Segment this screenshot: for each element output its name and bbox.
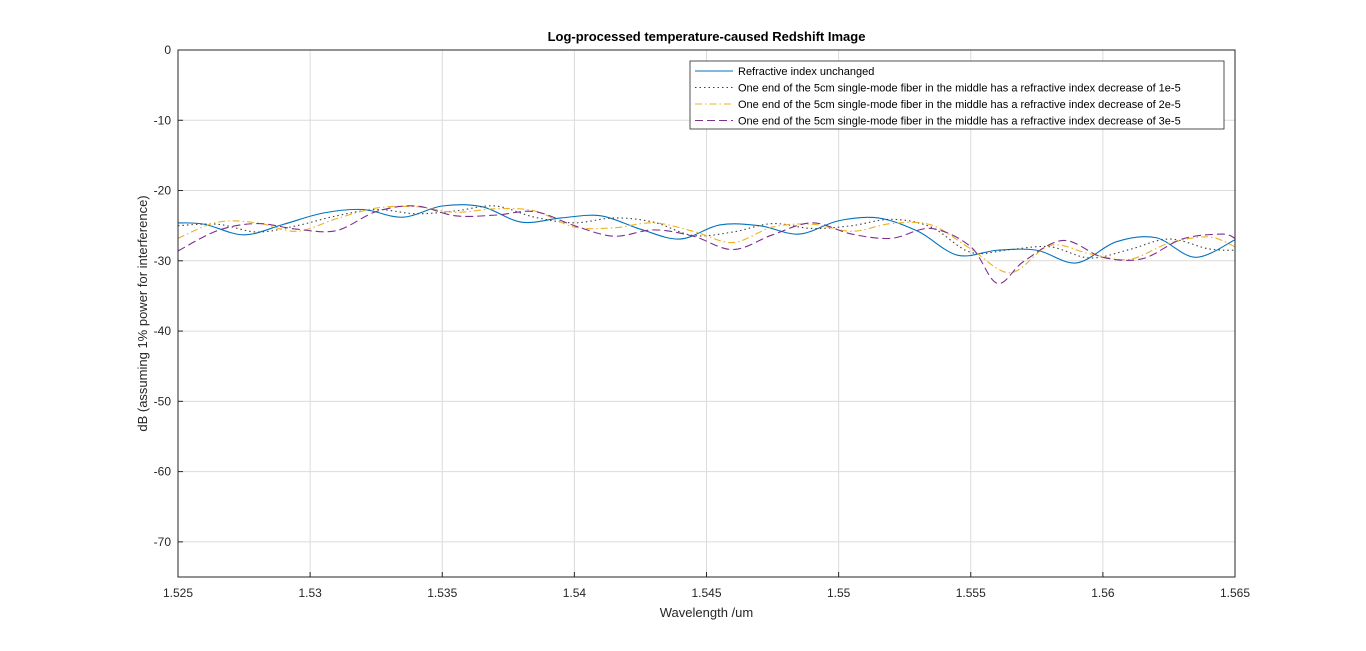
legend-box xyxy=(689,60,1225,130)
x-tick-label: 1.535 xyxy=(427,586,457,600)
y-tick-label: 0 xyxy=(164,43,171,57)
y-axis-label: dB (assuming 1% power for interference) xyxy=(135,195,150,431)
legend-label-2: One end of the 5cm single-mode fiber in … xyxy=(738,83,1181,95)
x-tick-label: 1.565 xyxy=(1220,586,1250,600)
y-tick-label: -50 xyxy=(154,394,172,408)
axis-ticks: 1.525 1.53 1.535 1.54 1.545 1.55 1.555 1.56 1.56… xyxy=(154,43,1251,600)
legend-label-1: Refractive index unchanged xyxy=(738,66,874,78)
y-tick-label: -20 xyxy=(154,184,172,198)
x-tick-label: 1.55 xyxy=(827,586,851,600)
legend: Refractive index unchanged One end of the… xyxy=(689,60,1225,130)
legend-entries: Refractive index unchanged One end of the… xyxy=(695,66,1181,128)
x-tick-label: 1.555 xyxy=(956,586,986,600)
y-tick-label: -60 xyxy=(154,465,172,479)
x-tick-label: 1.53 xyxy=(298,586,322,600)
series-line-4 xyxy=(177,205,1236,284)
chart-title: Log-processed temperature-caused Redshif… xyxy=(548,29,866,44)
y-tick-label: -70 xyxy=(154,535,172,549)
series-line-1 xyxy=(177,204,1236,264)
y-tick-label: -10 xyxy=(154,113,172,127)
legend-label-3: One end of the 5cm single-mode fiber in … xyxy=(738,99,1181,111)
series-line-2 xyxy=(177,205,1236,259)
x-tick-label: 1.525 xyxy=(163,586,193,600)
series-group xyxy=(177,204,1236,284)
x-tick-label: 1.56 xyxy=(1091,586,1115,600)
legend-label-4: One end of the 5cm single-mode fiber in … xyxy=(738,116,1181,128)
x-tick-label: 1.54 xyxy=(563,586,587,600)
y-tick-label: -30 xyxy=(154,254,172,268)
x-tick-label: 1.545 xyxy=(691,586,721,600)
y-tick-label: -40 xyxy=(154,324,172,338)
x-axis-label: Wavelength /um xyxy=(660,605,753,620)
